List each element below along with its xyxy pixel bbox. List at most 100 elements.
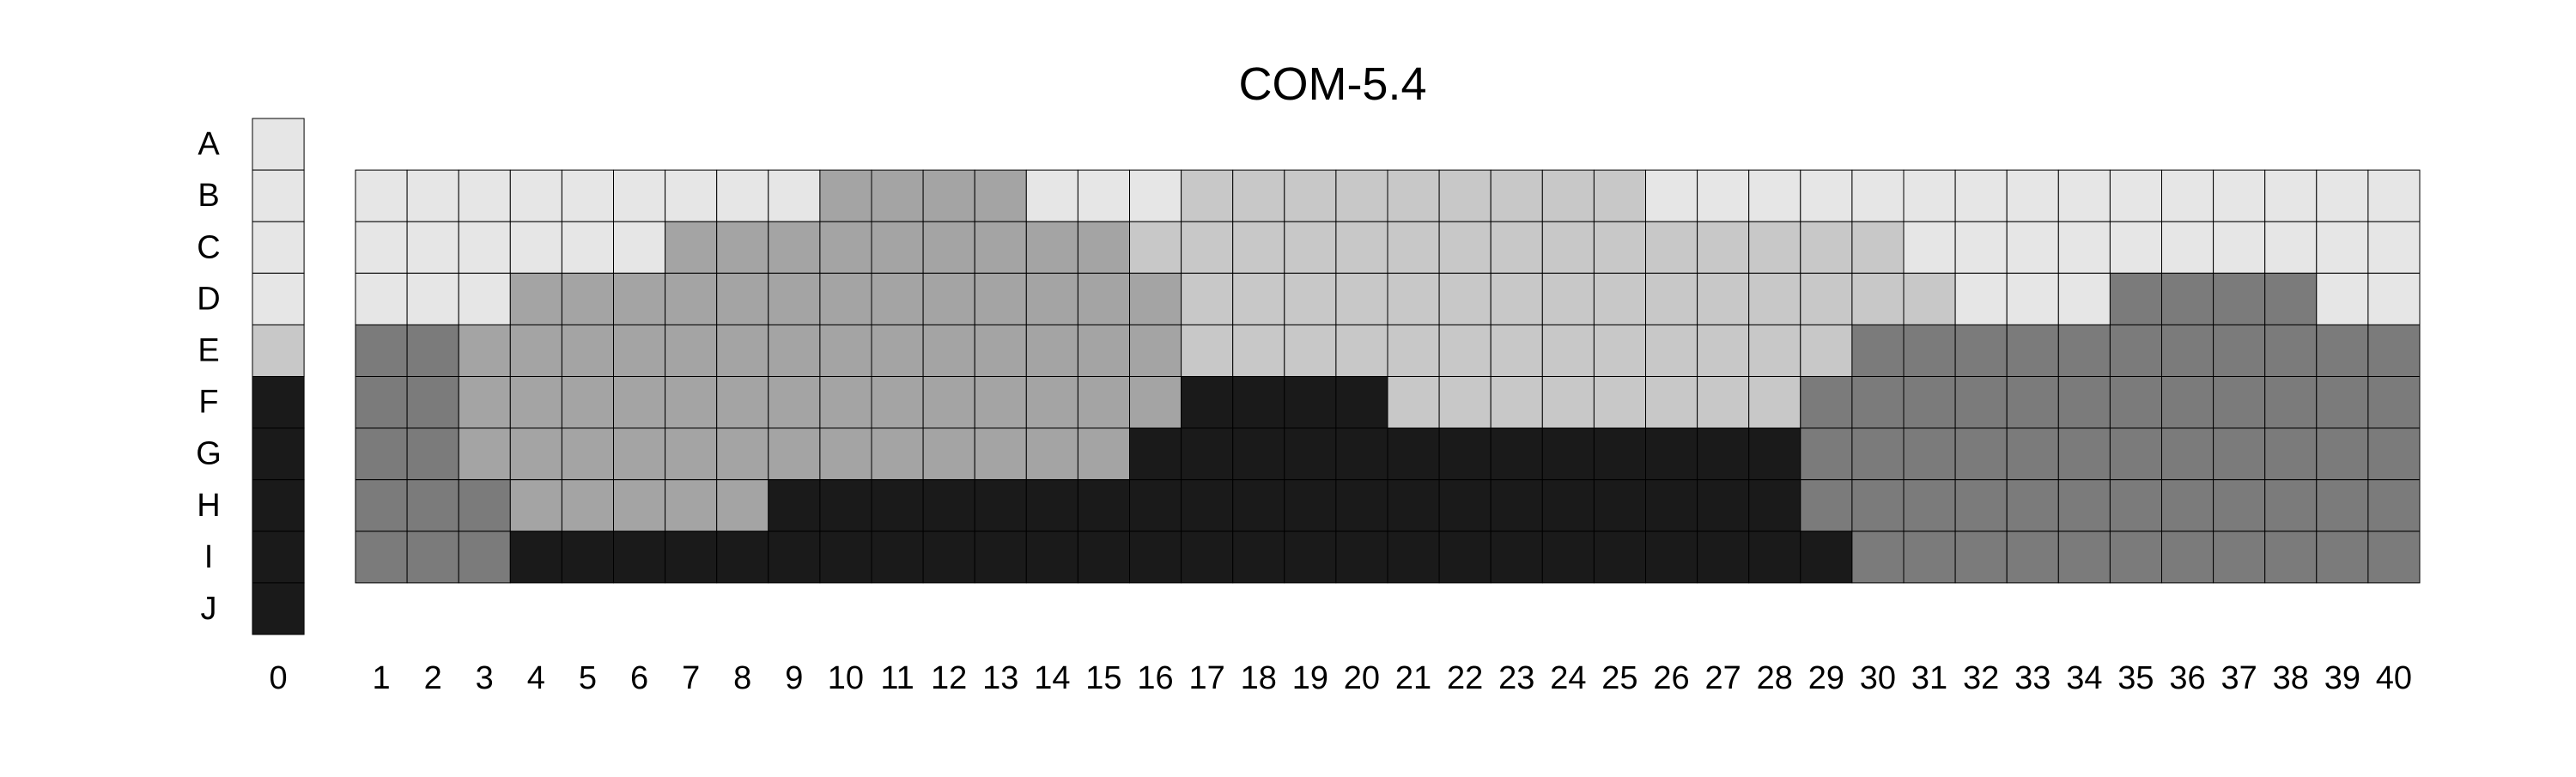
column-label-6: 6 <box>630 660 648 696</box>
heatmap-cell-F-27 <box>1697 376 1750 429</box>
heatmap-cell-E-1 <box>355 324 408 377</box>
heatmap-cell-B-38 <box>2264 169 2318 222</box>
heatmap-cell-E-15 <box>1077 324 1131 377</box>
column-label-39: 39 <box>2324 660 2360 696</box>
heatmap-cell-G-36 <box>2161 428 2215 481</box>
heatmap-cell-E-36 <box>2161 324 2215 377</box>
heatmap-cell-B-37 <box>2213 169 2266 222</box>
heatmap-cell-B-4 <box>509 169 562 222</box>
heatmap-cell-C-19 <box>1284 221 1337 274</box>
heatmap-cell-B-26 <box>1645 169 1698 222</box>
heatmap-cell-D-20 <box>1335 272 1388 325</box>
heatmap-cell-F-11 <box>871 376 924 429</box>
heatmap-cell-E-6 <box>613 324 666 377</box>
column-label-2: 2 <box>424 660 442 696</box>
column-label-4: 4 <box>527 660 545 696</box>
heatmap-cell-B-31 <box>1903 169 1956 222</box>
heatmap-cell-B-34 <box>2057 169 2111 222</box>
reference-cell-G <box>252 428 305 481</box>
heatmap-cell-F-24 <box>1541 376 1595 429</box>
heatmap-cell-B-23 <box>1490 169 1543 222</box>
heatmap-cell-G-25 <box>1593 428 1647 481</box>
heatmap-cell-C-27 <box>1697 221 1750 274</box>
heatmap-cell-C-8 <box>716 221 769 274</box>
heatmap-cell-G-29 <box>1800 428 1853 481</box>
heatmap-cell-C-28 <box>1748 221 1801 274</box>
heatmap-cell-F-25 <box>1593 376 1647 429</box>
heatmap-cell-I-32 <box>1954 531 2008 584</box>
heatmap-cell-C-23 <box>1490 221 1543 274</box>
heatmap-cell-E-12 <box>922 324 975 377</box>
heatmap-cell-D-3 <box>458 272 511 325</box>
heatmap-cell-F-40 <box>2367 376 2421 429</box>
heatmap-cell-B-1 <box>355 169 408 222</box>
heatmap-cell-I-6 <box>613 531 666 584</box>
heatmap-cell-E-28 <box>1748 324 1801 377</box>
column-label-22: 22 <box>1447 660 1483 696</box>
reference-cell-A <box>252 118 305 171</box>
heatmap-cell-C-35 <box>2109 221 2162 274</box>
column-label-8: 8 <box>733 660 751 696</box>
heatmap-cell-E-37 <box>2213 324 2266 377</box>
heatmap-cell-H-23 <box>1490 479 1543 532</box>
heatmap-cell-H-21 <box>1387 479 1440 532</box>
heatmap-cell-C-37 <box>2213 221 2266 274</box>
heatmap-cell-F-10 <box>819 376 872 429</box>
heatmap-cell-B-16 <box>1129 169 1182 222</box>
heatmap-cell-C-4 <box>509 221 562 274</box>
heatmap-cell-B-29 <box>1800 169 1853 222</box>
heatmap-cell-H-19 <box>1284 479 1337 532</box>
heatmap-cell-E-11 <box>871 324 924 377</box>
heatmap-cell-G-32 <box>1954 428 2008 481</box>
heatmap-cell-G-24 <box>1541 428 1595 481</box>
heatmap-cell-C-11 <box>871 221 924 274</box>
heatmap-cell-B-35 <box>2109 169 2162 222</box>
heatmap-cell-I-11 <box>871 531 924 584</box>
heatmap-cell-B-36 <box>2161 169 2215 222</box>
heatmap-cell-H-22 <box>1438 479 1492 532</box>
heatmap-cell-B-21 <box>1387 169 1440 222</box>
heatmap-cell-B-10 <box>819 169 872 222</box>
heatmap-cell-F-32 <box>1954 376 2008 429</box>
column-label-28: 28 <box>1757 660 1793 696</box>
heatmap-cell-H-25 <box>1593 479 1647 532</box>
column-label-20: 20 <box>1344 660 1380 696</box>
column-labels: 0 1 2 3 4 5 6 7 8 9 10 11 12 13 14 15 16 17 18 19 20 21 22 23 24… <box>269 660 2412 696</box>
heatmap-cell-G-13 <box>974 428 1027 481</box>
heatmap-cell-G-21 <box>1387 428 1440 481</box>
heatmap-cell-I-8 <box>716 531 769 584</box>
heatmap-cell-C-36 <box>2161 221 2215 274</box>
column-label-10: 10 <box>828 660 864 696</box>
heatmap-cell-G-3 <box>458 428 511 481</box>
heatmap-cell-D-34 <box>2057 272 2111 325</box>
row-label-I: I <box>204 539 214 575</box>
heatmap-cell-F-22 <box>1438 376 1492 429</box>
heatmap-cell-I-1 <box>355 531 408 584</box>
column-label-13: 13 <box>982 660 1018 696</box>
heatmap-cell-D-33 <box>2006 272 2059 325</box>
heatmap-cell-E-10 <box>819 324 872 377</box>
reference-cell-E <box>252 324 305 377</box>
heatmap-cell-F-8 <box>716 376 769 429</box>
heatmap-cell-D-15 <box>1077 272 1131 325</box>
heatmap-cell-C-40 <box>2367 221 2421 274</box>
heatmap-cell-F-39 <box>2316 376 2369 429</box>
heatmap-cell-B-27 <box>1697 169 1750 222</box>
heatmap-cell-H-30 <box>1851 479 1905 532</box>
heatmap-cell-E-26 <box>1645 324 1698 377</box>
heatmap-cell-G-23 <box>1490 428 1543 481</box>
heatmap-cell-C-17 <box>1181 221 1234 274</box>
heatmap-cell-B-12 <box>922 169 975 222</box>
heatmap-cell-D-27 <box>1697 272 1750 325</box>
heatmap-cell-F-35 <box>2109 376 2162 429</box>
heatmap-cell-G-8 <box>716 428 769 481</box>
heatmap-cells <box>355 169 2421 584</box>
heatmap-cell-C-39 <box>2316 221 2369 274</box>
heatmap-cell-E-24 <box>1541 324 1595 377</box>
heatmap-cell-D-19 <box>1284 272 1337 325</box>
heatmap-cell-F-26 <box>1645 376 1698 429</box>
column-label-19: 19 <box>1292 660 1328 696</box>
heatmap-cell-E-27 <box>1697 324 1750 377</box>
heatmap-cell-I-3 <box>458 531 511 584</box>
heatmap-cell-D-21 <box>1387 272 1440 325</box>
